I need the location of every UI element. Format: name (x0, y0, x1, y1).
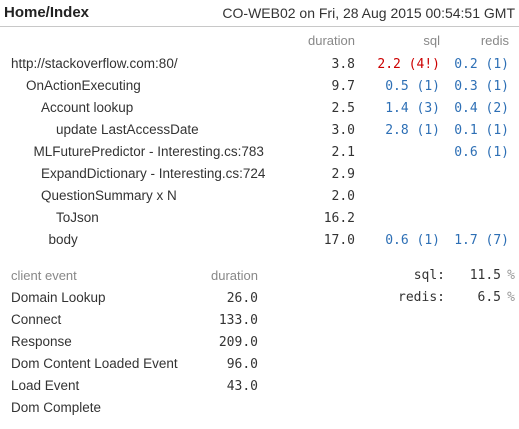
client-event-label: Connect (11, 312, 61, 327)
server-info: CO-WEB02 on Fri, 28 Aug 2015 00:54:51 GM… (222, 5, 515, 21)
summary-value: 6.5 (478, 290, 501, 305)
timing-row[interactable]: OnActionExecuting 9.7 0.5 (1) 0.3 (1) (0, 78, 519, 100)
timing-redis-link[interactable]: 0.3 (1) (454, 79, 509, 94)
client-event-label: Domain Lookup (11, 290, 106, 305)
timing-sql-link[interactable]: 2.8 (1) (385, 123, 440, 138)
client-event-label: Response (11, 334, 72, 349)
timing-redis-link[interactable]: 1.7 (7) (454, 233, 509, 248)
client-event-row: Domain Lookup 26.0 (11, 290, 261, 312)
summary-value: 11.5 (470, 268, 501, 283)
timing-sql-link[interactable]: 1.4 (3) (385, 101, 440, 116)
client-event-duration: 26.0 (227, 291, 258, 306)
client-event-duration: 96.0 (227, 357, 258, 372)
client-event-column-header: client event (11, 268, 77, 283)
summary-row: redis: 6.5% (315, 289, 515, 311)
client-event-duration: 133.0 (219, 313, 258, 328)
summary-unit: % (507, 268, 515, 283)
client-event-row: Dom Complete (11, 400, 261, 422)
duration-column-header: duration (308, 33, 355, 48)
timing-redis-link[interactable]: 0.4 (2) (454, 101, 509, 116)
timing-label[interactable]: Account lookup (41, 100, 133, 115)
client-event-duration: 43.0 (227, 379, 258, 394)
timings-header: duration sql redis (0, 33, 519, 51)
timing-duration: 9.7 (332, 79, 355, 94)
page-title: Home/Index (4, 4, 89, 21)
timing-duration: 2.1 (332, 145, 355, 160)
timing-duration: 17.0 (324, 233, 355, 248)
client-event-label: Load Event (11, 378, 79, 393)
client-event-duration: 209.0 (219, 335, 258, 350)
timing-row[interactable]: ExpandDictionary - Interesting.cs:724 2.9 (0, 166, 519, 188)
timing-label[interactable]: update LastAccessDate (56, 122, 199, 137)
sql-column-header: sql (423, 33, 440, 48)
timing-duration: 3.8 (332, 57, 355, 72)
client-duration-column-header: duration (211, 268, 258, 283)
client-event-row: Dom Content Loaded Event 96.0 (11, 356, 261, 378)
timing-sql-link[interactable]: 0.6 (1) (385, 233, 440, 248)
timing-redis-link[interactable]: 0.6 (1) (454, 145, 509, 160)
timing-label[interactable]: http://stackoverflow.com:80/ (11, 56, 178, 71)
timing-sql-link[interactable]: 2.2 (4!) (377, 57, 440, 72)
timing-label[interactable]: ToJson (56, 210, 99, 225)
timing-duration: 2.9 (332, 167, 355, 182)
client-event-row: Load Event 43.0 (11, 378, 261, 400)
timing-label[interactable]: QuestionSummary x N (41, 188, 177, 203)
timing-row[interactable]: QuestionSummary x N 2.0 (0, 188, 519, 210)
timing-label[interactable]: OnActionExecuting (26, 78, 141, 93)
client-events-header: client event duration (11, 268, 261, 286)
timing-row[interactable]: Account lookup 2.5 1.4 (3) 0.4 (2) (0, 100, 519, 122)
timing-row[interactable]: body 17.0 0.6 (1) 1.7 (7) (0, 232, 519, 254)
timing-row[interactable]: MLFuturePredictor - Interesting.cs:783 2.… (0, 144, 519, 166)
timing-row[interactable]: update LastAccessDate 3.0 2.8 (1) 0.1 (1) (0, 122, 519, 144)
timing-duration: 16.2 (324, 211, 355, 226)
timing-duration: 3.0 (332, 123, 355, 138)
timing-row[interactable]: ToJson 16.2 (0, 210, 519, 232)
client-event-row: Response 209.0 (11, 334, 261, 356)
client-event-row: Connect 133.0 (11, 312, 261, 334)
timing-label[interactable]: body (49, 232, 78, 247)
summary-label: redis: (398, 290, 445, 305)
profiler-header: Home/Index CO-WEB02 on Fri, 28 Aug 2015 … (0, 0, 519, 27)
summary-unit: % (507, 290, 515, 305)
redis-column-header: redis (481, 33, 509, 48)
timing-redis-link[interactable]: 0.2 (1) (454, 57, 509, 72)
timing-label[interactable]: ExpandDictionary - Interesting.cs:724 (41, 166, 265, 181)
timing-label[interactable]: MLFuturePredictor - Interesting.cs:783 (34, 144, 264, 159)
timing-sql-link[interactable]: 0.5 (1) (385, 79, 440, 94)
client-event-label: Dom Complete (11, 400, 101, 415)
timing-row[interactable]: http://stackoverflow.com:80/3.8 2.2 (4!) 0… (0, 56, 519, 78)
timing-duration: 2.0 (332, 189, 355, 204)
summary-row: sql: 11.5% (315, 267, 515, 289)
summary-label: sql: (414, 268, 445, 283)
timing-redis-link[interactable]: 0.1 (1) (454, 123, 509, 138)
client-event-label: Dom Content Loaded Event (11, 356, 178, 371)
timing-duration: 2.5 (332, 101, 355, 116)
